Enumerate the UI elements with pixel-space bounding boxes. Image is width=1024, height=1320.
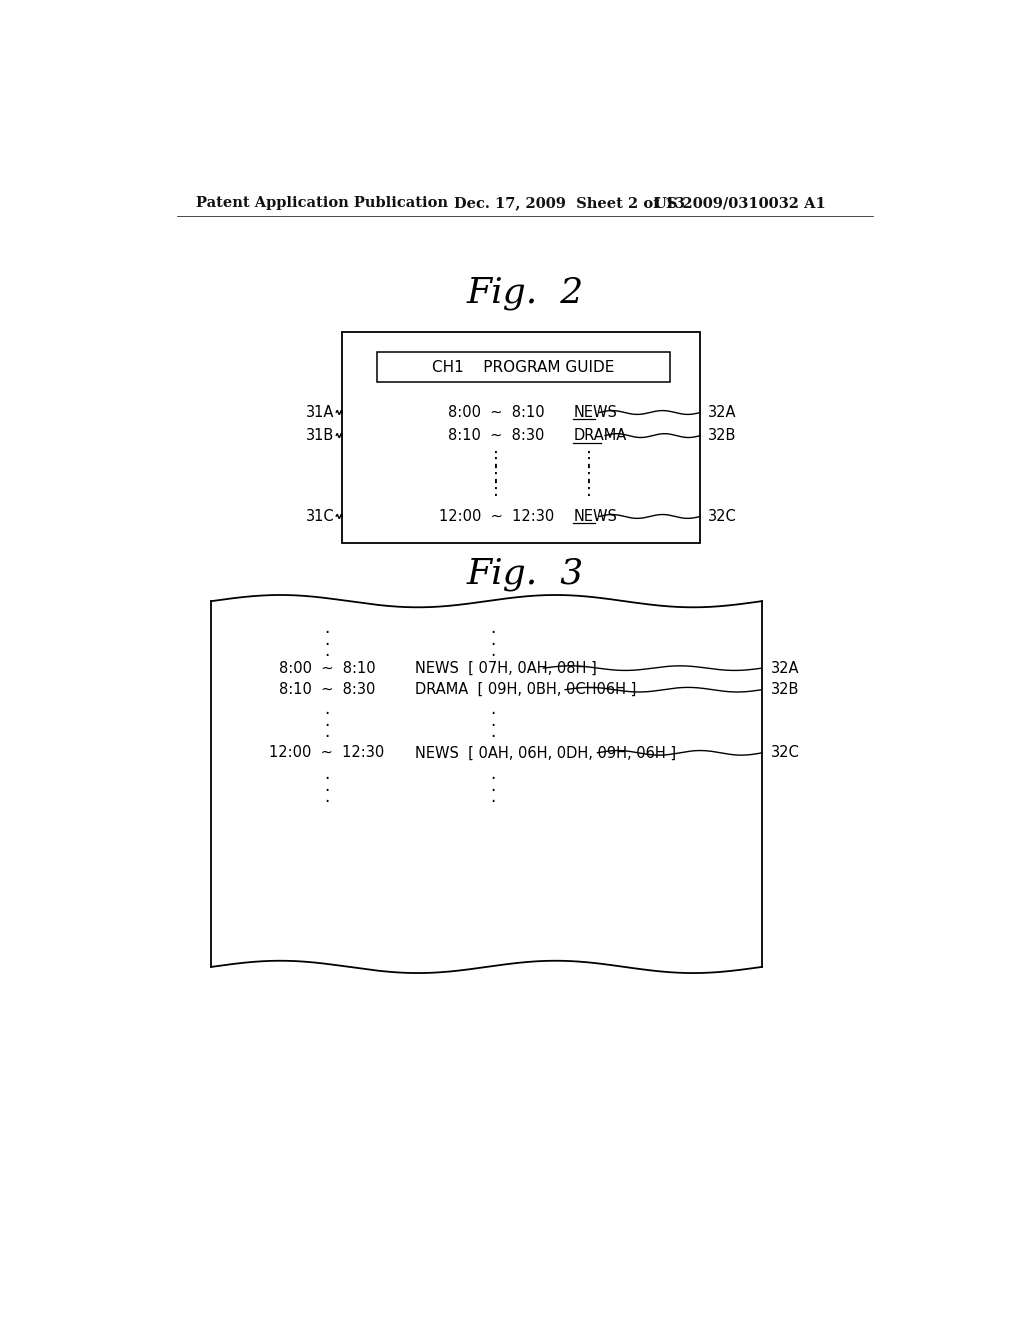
Text: .: . xyxy=(325,723,330,741)
Text: .: . xyxy=(489,766,495,783)
Text: .: . xyxy=(489,777,495,795)
Text: 32C: 32C xyxy=(771,746,800,760)
Text: 32B: 32B xyxy=(708,428,736,444)
Text: 31C: 31C xyxy=(306,510,335,524)
Text: ⋮: ⋮ xyxy=(580,450,598,467)
Text: .: . xyxy=(325,777,330,795)
Text: NEWS  [ 0AH, 06H, 0DH, 09H, 06H ]: NEWS [ 0AH, 06H, 0DH, 09H, 06H ] xyxy=(416,746,677,760)
Text: .: . xyxy=(489,723,495,741)
Text: Fig.  2: Fig. 2 xyxy=(466,276,584,310)
Text: .: . xyxy=(489,643,495,660)
Text: .: . xyxy=(325,766,330,783)
Text: .: . xyxy=(325,643,330,660)
Text: 32A: 32A xyxy=(771,660,800,676)
Text: Fig.  3: Fig. 3 xyxy=(466,557,584,591)
Text: ⋮: ⋮ xyxy=(580,465,598,483)
Text: 8:10  ∼  8:30: 8:10 ∼ 8:30 xyxy=(279,682,375,697)
Text: CH1    PROGRAM GUIDE: CH1 PROGRAM GUIDE xyxy=(432,359,614,375)
Text: Dec. 17, 2009  Sheet 2 of 13: Dec. 17, 2009 Sheet 2 of 13 xyxy=(454,197,685,210)
Text: 8:00  ∼  8:10: 8:00 ∼ 8:10 xyxy=(279,660,375,676)
Text: 31A: 31A xyxy=(306,405,335,420)
Text: NEWS: NEWS xyxy=(573,405,617,420)
Text: .: . xyxy=(489,619,495,638)
Text: .: . xyxy=(325,631,330,648)
Text: NEWS  [ 07H, 0AH, 08H ]: NEWS [ 07H, 0AH, 08H ] xyxy=(416,660,597,676)
Text: NEWS: NEWS xyxy=(573,510,617,524)
Text: 32A: 32A xyxy=(708,405,736,420)
Text: DRAMA  [ 09H, 0BH, 0CH06H ]: DRAMA [ 09H, 0BH, 0CH06H ] xyxy=(416,682,637,697)
Text: .: . xyxy=(325,788,330,807)
Text: US 2009/0310032 A1: US 2009/0310032 A1 xyxy=(654,197,826,210)
Text: 8:10  ∼  8:30: 8:10 ∼ 8:30 xyxy=(449,428,545,444)
Bar xyxy=(342,331,700,544)
Text: Patent Application Publication: Patent Application Publication xyxy=(196,197,449,210)
Text: ⋮: ⋮ xyxy=(487,450,505,467)
Text: 31B: 31B xyxy=(306,428,335,444)
Text: .: . xyxy=(325,711,330,730)
Text: ⋮: ⋮ xyxy=(487,480,505,499)
Text: 32B: 32B xyxy=(771,682,800,697)
Bar xyxy=(377,352,670,381)
Text: 32C: 32C xyxy=(708,510,737,524)
Text: .: . xyxy=(489,711,495,730)
Text: .: . xyxy=(325,700,330,718)
Text: ⋮: ⋮ xyxy=(487,465,505,483)
Text: ⋮: ⋮ xyxy=(580,480,598,499)
Text: DRAMA: DRAMA xyxy=(573,428,627,444)
Text: .: . xyxy=(325,619,330,638)
Text: .: . xyxy=(489,700,495,718)
Text: 12:00  ∼  12:30: 12:00 ∼ 12:30 xyxy=(269,746,385,760)
Text: 8:00  ∼  8:10: 8:00 ∼ 8:10 xyxy=(447,405,545,420)
Text: .: . xyxy=(489,631,495,648)
Text: 12:00  ∼  12:30: 12:00 ∼ 12:30 xyxy=(438,510,554,524)
Text: .: . xyxy=(489,788,495,807)
